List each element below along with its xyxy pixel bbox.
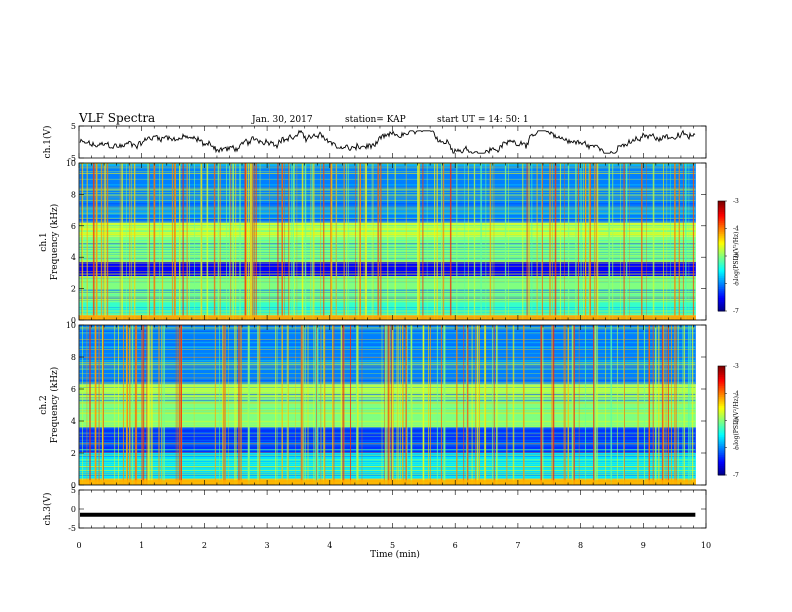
start-time-label: start UT = 14: 50: 1	[437, 115, 529, 125]
colorbar-tick-label: -6	[733, 281, 739, 288]
x-axis-ticks: 0 1 2 3 4 5 6 7 8 9 10	[76, 126, 711, 550]
x-tick-label: 7	[515, 541, 520, 550]
x-tick-label: 9	[641, 541, 646, 550]
colorbar-tick-label: -4	[733, 226, 739, 233]
colorbar-tick-label: -5	[733, 253, 739, 260]
y-tick-label: 5	[71, 122, 76, 131]
ch1-spectrogram-channel: ch.1	[39, 232, 49, 251]
colorbar-tick-label: -3	[733, 363, 739, 370]
date-label: Jan. 30, 2017	[251, 115, 313, 125]
colorbar-tick-label: -5	[733, 418, 739, 425]
x-tick-label: 3	[265, 541, 270, 550]
chart-title: VLF Spectra	[78, 111, 155, 125]
y-tick-label: 4	[71, 417, 76, 426]
ch2-spectrogram-channel: ch.2	[39, 395, 49, 414]
ch1-waveform-line	[79, 129, 696, 155]
ch2-spectrogram-image	[79, 325, 696, 486]
x-tick-label: 4	[327, 541, 332, 550]
ch1-colorbar: -3 -4 -5 -6 -7 log(PSD)(V²/Hz)	[717, 198, 740, 315]
colorbar-tick-label: -7	[733, 308, 739, 315]
colorbar-label: log(PSD)(V²/Hz)	[733, 232, 740, 281]
ch1-spectrogram-yticks: 0 2 4 6 8 10	[66, 159, 706, 325]
x-tick-label: 0	[76, 541, 81, 550]
y-tick-label: 5	[71, 486, 76, 495]
y-tick-label: 8	[71, 353, 76, 362]
ch1-waveform-panel: 5 -5 ch.1(V)	[42, 122, 707, 163]
ch1-waveform-yticks: 5 -5	[68, 122, 706, 163]
ch1-spectrogram-image	[79, 162, 696, 320]
colorbar-tick-label: -3	[733, 198, 739, 205]
y-tick-label: 0	[71, 505, 76, 514]
ch2-spectrogram-ylabel: Frequency (kHz)	[49, 367, 60, 444]
x-tick-label: 1	[139, 541, 144, 550]
ch1-spectrogram-panel: 0 2 4 6 8 10 ch.1 Frequency (kHz)	[39, 159, 707, 325]
y-tick-label: 4	[71, 253, 76, 262]
station-label: station= KAP	[345, 115, 406, 125]
y-tick-label: 8	[71, 190, 76, 199]
y-tick-label: 2	[71, 449, 76, 458]
ch1-waveform-ylabel: ch.1(V)	[42, 126, 53, 159]
ch2-spectrogram-yticks: 0 2 4 6 8 10	[66, 321, 706, 490]
ch1-waveform-frame	[78, 125, 707, 159]
y-tick-label: 2	[71, 285, 76, 294]
y-tick-label: 0	[71, 481, 76, 490]
ch1-spectrogram-ylabel: Frequency (kHz)	[49, 204, 60, 281]
y-tick-label: -5	[68, 154, 76, 163]
x-axis-label: Time (min)	[370, 549, 420, 560]
x-tick-label: 8	[578, 541, 583, 550]
x-tick-label: 10	[701, 541, 711, 550]
ch3-waveform-frame	[78, 489, 707, 529]
y-tick-label: 10	[66, 321, 76, 330]
y-tick-label: 0	[71, 316, 76, 325]
ch2-spectrogram-panel: 0 2 4 6 8 10 ch.2 Frequency (kHz)	[39, 321, 707, 490]
x-tick-label: 6	[453, 541, 458, 550]
colorbar-label: log(PSD)(V²/Hz)	[733, 396, 740, 445]
y-tick-label: 10	[66, 159, 76, 168]
colorbar-tick-label: -6	[733, 445, 739, 452]
x-tick-label: 5	[390, 541, 395, 550]
ch2-colorbar: -3 -4 -5 -6 -7 log(PSD)(V²/Hz)	[717, 363, 740, 479]
ch3-waveform-ylabel: ch.3(V)	[42, 493, 53, 526]
y-tick-label: -5	[68, 524, 76, 533]
x-tick-label: 2	[202, 541, 207, 550]
colorbar-tick-label: -4	[733, 390, 739, 397]
colorbar-tick-label: -7	[733, 472, 739, 479]
y-tick-label: 6	[71, 222, 76, 231]
ch3-waveform-panel: 5 0 -5 ch.3(V)	[42, 486, 707, 533]
y-tick-label: 6	[71, 385, 76, 394]
ch3-waveform-yticks: 5 0 -5	[68, 486, 706, 533]
